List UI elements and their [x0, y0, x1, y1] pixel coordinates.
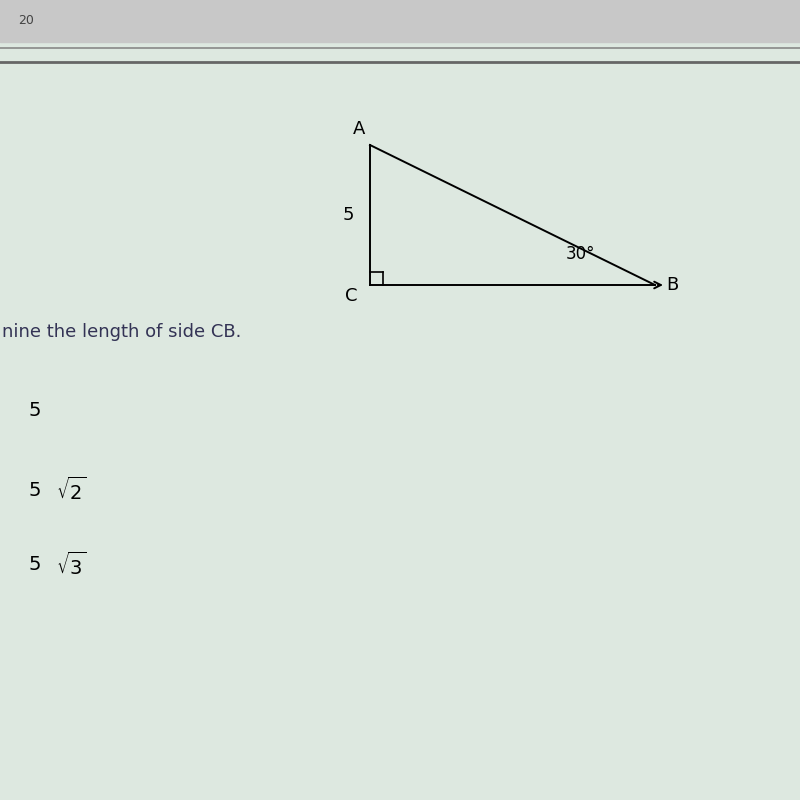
- Text: 5: 5: [28, 481, 41, 499]
- Text: C: C: [346, 287, 358, 305]
- Text: 30°: 30°: [566, 245, 594, 263]
- Text: 20: 20: [18, 14, 34, 27]
- Bar: [0, 0, 800, 42]
- Text: $\sqrt{3}$: $\sqrt{3}$: [56, 551, 86, 578]
- Text: 5: 5: [28, 555, 41, 574]
- Text: 5: 5: [342, 206, 354, 224]
- Text: B: B: [666, 276, 679, 294]
- Text: nine the length of side CB.: nine the length of side CB.: [2, 323, 242, 341]
- Text: $\sqrt{2}$: $\sqrt{2}$: [56, 476, 86, 504]
- Text: 5: 5: [28, 401, 41, 419]
- Text: A: A: [353, 120, 365, 138]
